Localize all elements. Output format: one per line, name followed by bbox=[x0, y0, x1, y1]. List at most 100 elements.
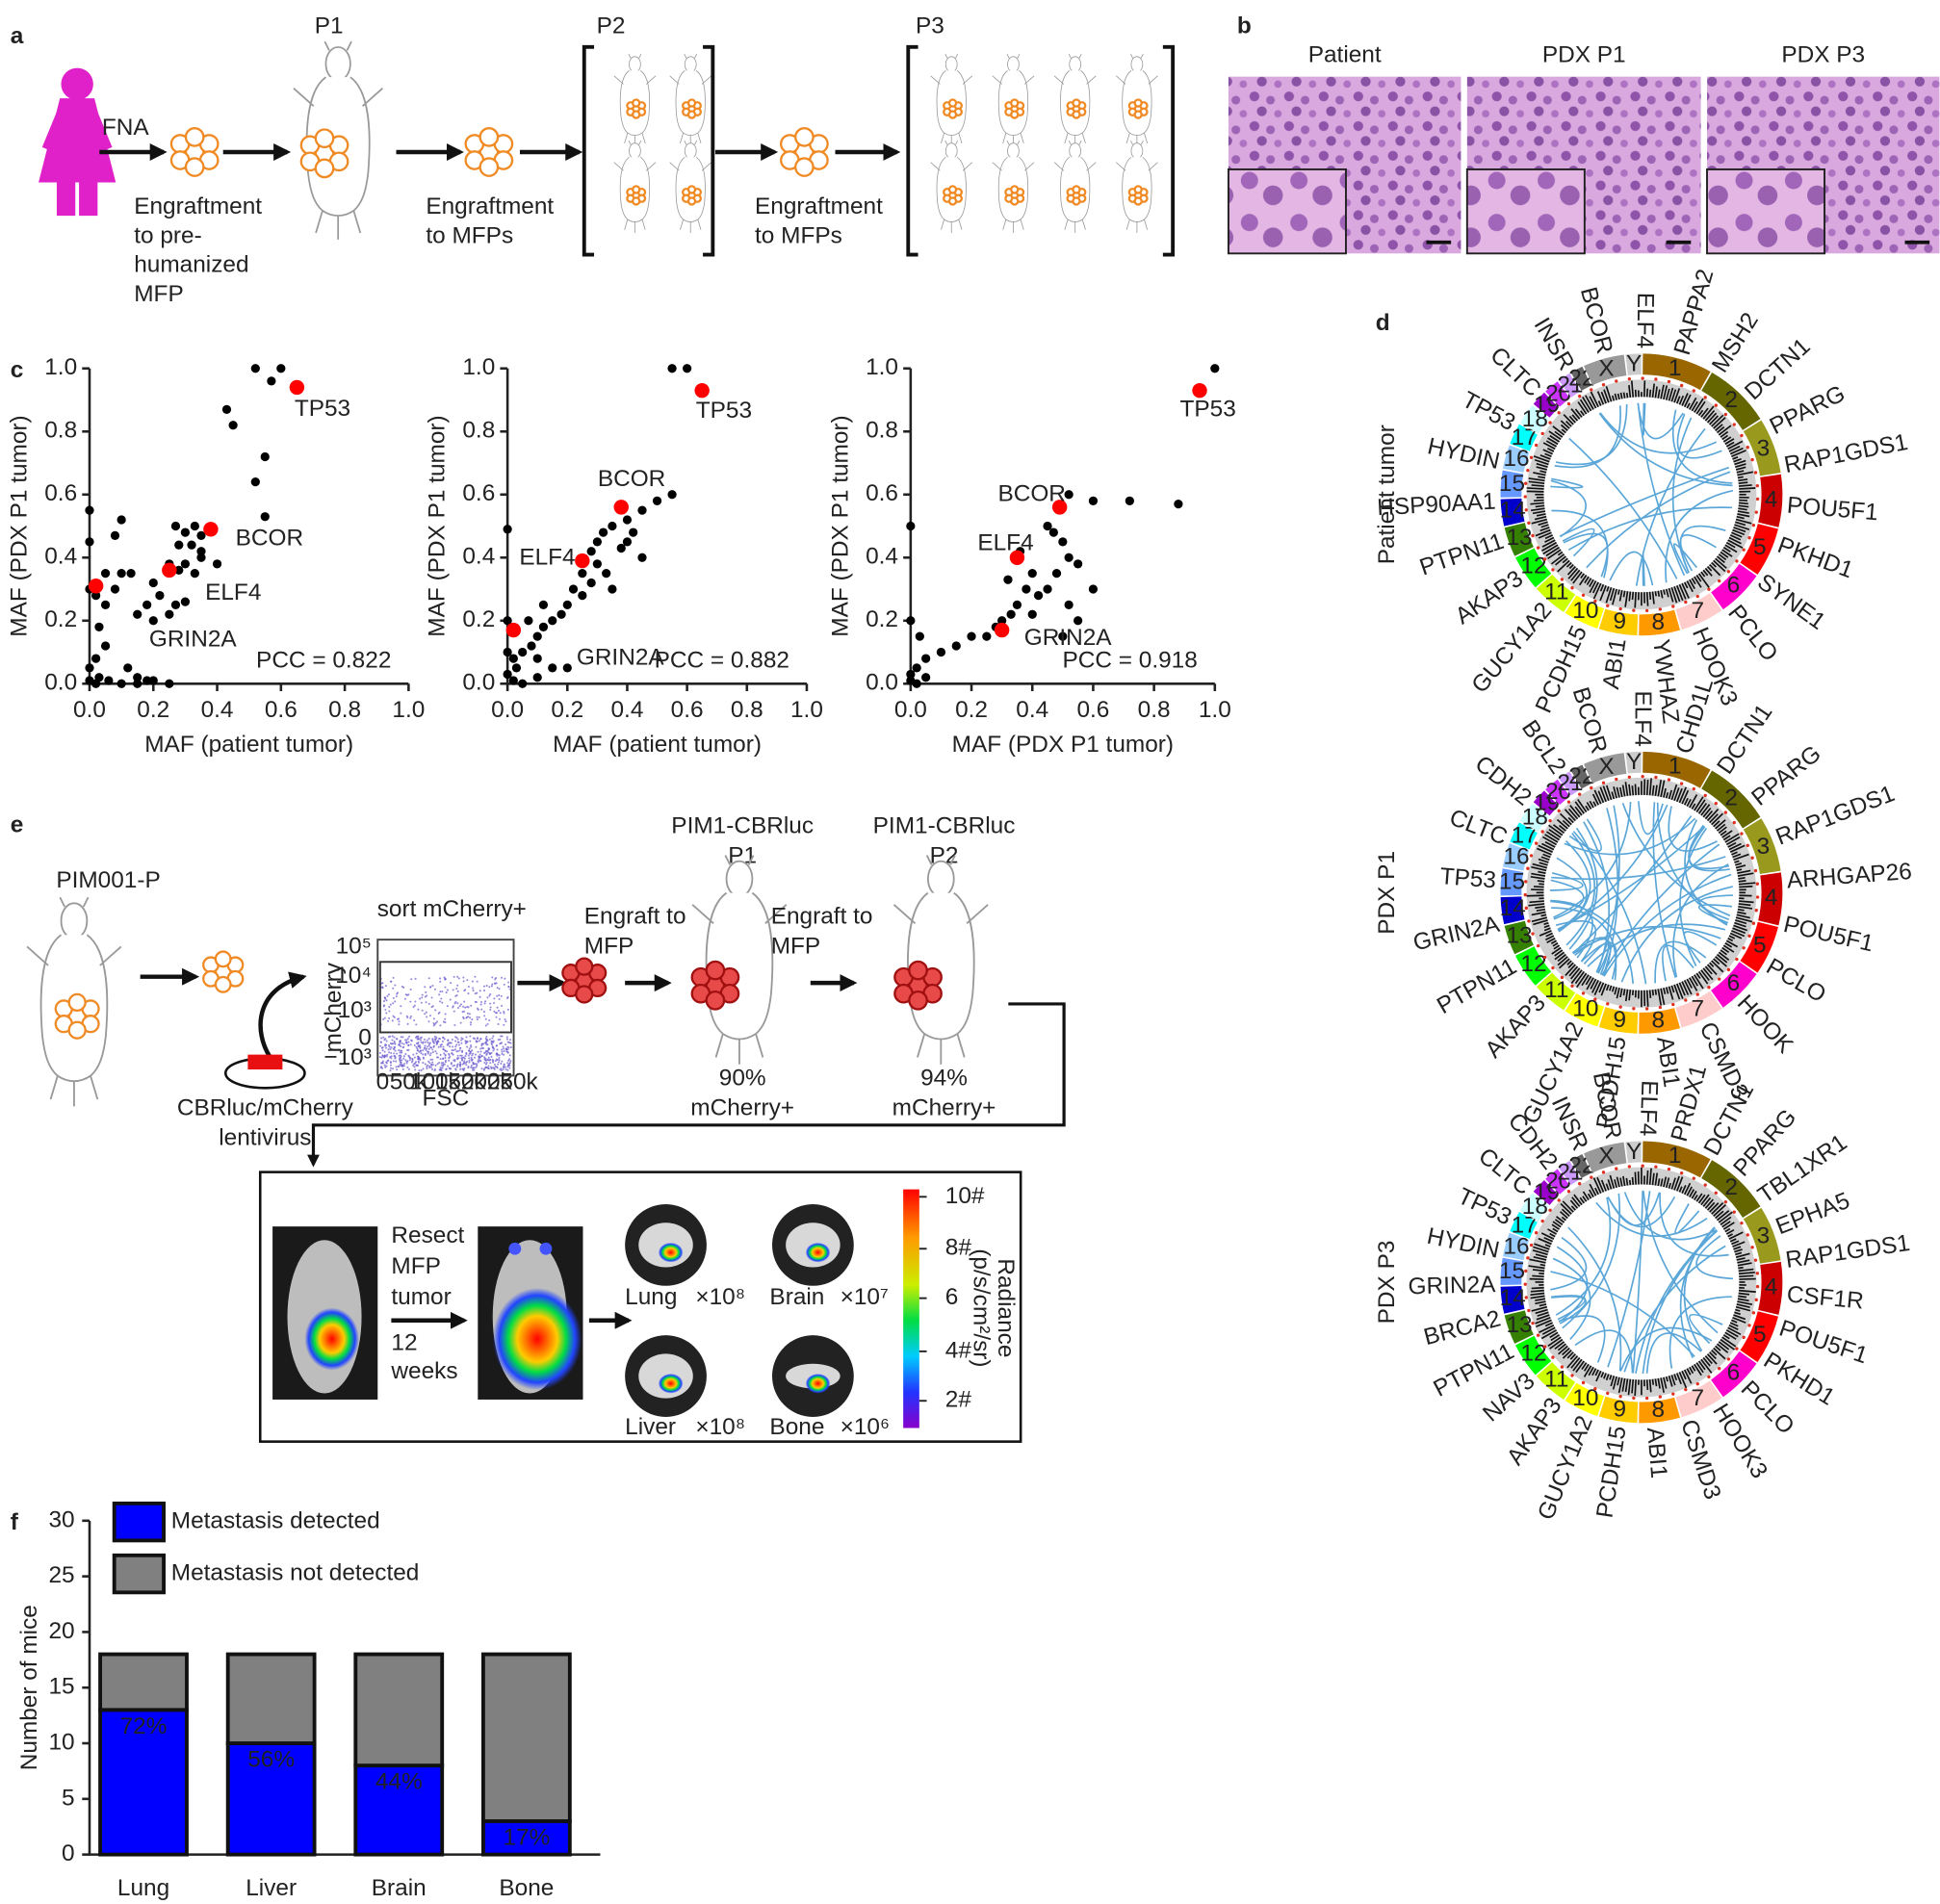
cell bbox=[314, 158, 335, 179]
flow-event bbox=[489, 1052, 492, 1055]
gene-label: PTPN11 bbox=[1416, 528, 1507, 581]
flow-event bbox=[424, 1013, 427, 1016]
flow-event bbox=[402, 1057, 405, 1060]
x-tick-label: 0.8 bbox=[1138, 697, 1171, 723]
sv-chord bbox=[1550, 879, 1585, 920]
chromosome-segment bbox=[1743, 420, 1781, 476]
flow-event bbox=[463, 1000, 466, 1003]
flow-event bbox=[490, 1051, 493, 1054]
data-point bbox=[100, 569, 111, 579]
cnv-tick bbox=[1554, 430, 1564, 438]
cell bbox=[947, 185, 958, 194]
flow-event bbox=[501, 1052, 504, 1055]
data-point bbox=[100, 600, 111, 610]
cnv-tick bbox=[1556, 1216, 1565, 1223]
flow-event bbox=[422, 1053, 425, 1056]
cnv-tick bbox=[1602, 785, 1610, 802]
data-point bbox=[508, 676, 518, 685]
cnv-tick bbox=[1737, 471, 1754, 476]
flow-event bbox=[489, 1066, 493, 1068]
cnv-tick bbox=[1668, 1376, 1673, 1387]
flow-event bbox=[389, 1064, 392, 1067]
data-point bbox=[148, 676, 158, 685]
panel-label: a bbox=[11, 23, 24, 49]
cnv-tick bbox=[1675, 396, 1681, 404]
flow-event bbox=[490, 1055, 493, 1058]
x-axis-label: MAF (PDX P1 tumor) bbox=[952, 732, 1174, 758]
cnv-tick bbox=[1562, 1350, 1572, 1359]
cnv-tick bbox=[1709, 813, 1719, 824]
flow-event bbox=[414, 977, 417, 980]
chromosome-segment bbox=[1510, 424, 1538, 451]
flow-event bbox=[454, 1040, 457, 1042]
flow-event bbox=[379, 1044, 382, 1047]
cnv-tick bbox=[1593, 981, 1602, 996]
chromosome-segment bbox=[1625, 1141, 1642, 1164]
flow-event bbox=[443, 1063, 446, 1066]
flow-event bbox=[412, 1064, 415, 1067]
flow-event bbox=[483, 989, 486, 991]
cnv-tick bbox=[1589, 1189, 1594, 1197]
legend-swatch bbox=[112, 1501, 166, 1543]
cnv-tick bbox=[1737, 911, 1746, 915]
cnv-tick bbox=[1582, 1191, 1590, 1201]
mutation-dot bbox=[1534, 841, 1539, 845]
flow-event bbox=[497, 1039, 500, 1042]
cnv-tick bbox=[1713, 958, 1720, 965]
cnv-tick bbox=[1561, 1216, 1566, 1222]
cnv-tick bbox=[1720, 830, 1727, 836]
flow-event bbox=[385, 1040, 388, 1042]
cnv-tick bbox=[1686, 978, 1693, 989]
cnv-tick bbox=[1691, 803, 1696, 810]
mutation-dot bbox=[1641, 774, 1644, 779]
cell-cluster bbox=[299, 128, 349, 179]
cnv-tick bbox=[1709, 1351, 1717, 1360]
data-point bbox=[155, 590, 165, 601]
gene-label: BCOR bbox=[236, 526, 303, 552]
flow-event bbox=[400, 1055, 402, 1058]
cnv-tick bbox=[1716, 953, 1728, 964]
flow-event bbox=[383, 1016, 386, 1019]
flow-event bbox=[496, 994, 499, 997]
cnv-tick bbox=[1689, 1366, 1694, 1375]
sv-chord bbox=[1595, 1201, 1708, 1238]
data-point bbox=[912, 663, 921, 673]
cnv-tick bbox=[1681, 789, 1690, 805]
cnv-tick bbox=[1611, 395, 1616, 401]
cnv-tick bbox=[1718, 425, 1732, 436]
engraft-label: MFP bbox=[584, 933, 634, 959]
data-point bbox=[1210, 364, 1220, 373]
flow-event bbox=[398, 1043, 401, 1046]
chromosome-segment bbox=[1500, 896, 1525, 925]
flow-event bbox=[471, 1054, 474, 1057]
cnv-tick bbox=[1651, 1172, 1655, 1186]
cnv-tick bbox=[1720, 1216, 1732, 1225]
chromosome-label: X bbox=[1598, 1144, 1614, 1170]
flow-event bbox=[424, 1054, 427, 1057]
cnv-tick bbox=[1544, 935, 1555, 941]
cnv-tick bbox=[1718, 1211, 1733, 1223]
flow-event bbox=[417, 1042, 420, 1044]
sv-chord bbox=[1688, 826, 1730, 870]
mutation-dot bbox=[1732, 423, 1736, 426]
chromosome-label: 9 bbox=[1614, 608, 1627, 634]
cnv-tick bbox=[1665, 1376, 1668, 1382]
flow-event bbox=[462, 980, 465, 983]
flow-event bbox=[461, 1038, 464, 1041]
flow-event bbox=[440, 1062, 443, 1065]
cnv-tick bbox=[1727, 841, 1737, 848]
sv-chord bbox=[1554, 405, 1621, 469]
cnv-tick bbox=[1686, 1368, 1692, 1376]
cnv-tick bbox=[1724, 544, 1738, 553]
mutation-dot bbox=[1551, 1355, 1555, 1359]
data-point bbox=[518, 679, 528, 688]
sv-chord bbox=[1550, 479, 1587, 538]
cnv-tick bbox=[1570, 967, 1581, 980]
flow-event bbox=[382, 1005, 385, 1008]
flow-event bbox=[489, 1008, 492, 1012]
chromosome-segment bbox=[1514, 1335, 1552, 1376]
cnv-tick bbox=[1535, 1253, 1548, 1258]
flow-event bbox=[479, 1038, 482, 1041]
flow-event bbox=[507, 1059, 510, 1062]
y-tick-label: 0.0 bbox=[462, 670, 495, 696]
